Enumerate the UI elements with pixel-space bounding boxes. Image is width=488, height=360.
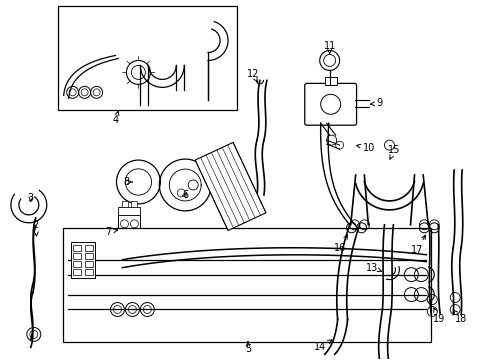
Text: 8: 8 [123, 177, 132, 187]
Bar [73, 253, 81, 259]
Text: 12: 12 [246, 69, 259, 82]
Bar [73, 245, 81, 251]
Bar [118, 215, 140, 233]
Bar [58, 6, 237, 110]
Polygon shape [195, 143, 265, 230]
Text: 5: 5 [244, 342, 251, 354]
Bar [84, 269, 92, 275]
Bar [122, 201, 128, 207]
Text: 1: 1 [210, 156, 217, 169]
Text: 7: 7 [105, 227, 117, 237]
Text: 18: 18 [452, 310, 467, 324]
Text: 11: 11 [323, 41, 335, 54]
Text: 6: 6 [182, 190, 188, 200]
Text: 19: 19 [432, 308, 445, 324]
Text: 16: 16 [333, 235, 347, 253]
Text: 2: 2 [33, 220, 39, 236]
Text: 14: 14 [313, 340, 331, 352]
Bar [118, 207, 140, 215]
Bar [73, 269, 81, 275]
Text: 13: 13 [366, 263, 381, 273]
FancyBboxPatch shape [304, 84, 356, 125]
Bar [84, 245, 92, 251]
Text: 17: 17 [410, 235, 425, 255]
Text: 4: 4 [112, 111, 119, 125]
Bar [73, 261, 81, 267]
Bar [84, 253, 92, 259]
Bar [84, 261, 92, 267]
Text: 3: 3 [28, 193, 34, 203]
Text: 10: 10 [356, 143, 375, 153]
Bar [131, 201, 137, 207]
Bar [62, 228, 430, 342]
Text: 9: 9 [370, 98, 382, 108]
Bar [71, 242, 94, 278]
Bar [324, 77, 336, 85]
Text: 15: 15 [387, 145, 400, 159]
